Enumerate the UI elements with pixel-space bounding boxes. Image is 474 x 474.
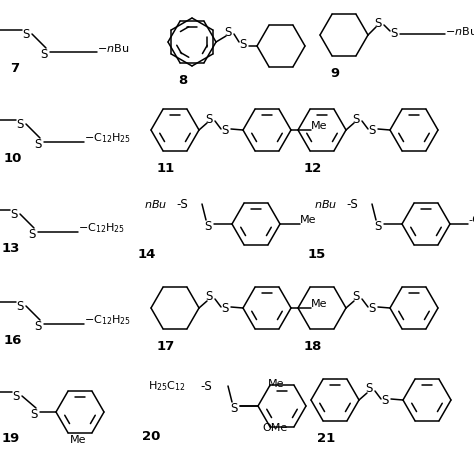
Text: S: S <box>22 28 29 41</box>
Text: S: S <box>352 112 359 126</box>
Text: S: S <box>205 291 212 303</box>
Text: $-$C$_{12}$H$_{25}$: $-$C$_{12}$H$_{25}$ <box>84 313 131 327</box>
Text: 16: 16 <box>4 334 22 346</box>
Text: S: S <box>224 26 231 38</box>
Text: 9: 9 <box>330 66 339 80</box>
Text: $-$C$_{12}$H$_{25}$: $-$C$_{12}$H$_{25}$ <box>84 131 131 145</box>
Text: 18: 18 <box>304 339 322 353</box>
Text: S: S <box>221 125 228 137</box>
Text: OMe: OMe <box>262 423 287 433</box>
Text: 14: 14 <box>138 247 156 261</box>
Text: 17: 17 <box>157 339 175 353</box>
Text: S: S <box>30 408 37 421</box>
Text: S: S <box>205 112 212 126</box>
Text: S: S <box>40 48 47 61</box>
Text: $-n$Bu: $-n$Bu <box>97 42 129 54</box>
Text: H$_{25}$C$_{12}$: H$_{25}$C$_{12}$ <box>148 379 186 393</box>
Text: S: S <box>365 383 373 395</box>
Text: Me: Me <box>311 121 328 131</box>
Text: S: S <box>16 118 23 131</box>
Text: 20: 20 <box>142 429 160 443</box>
Text: 8: 8 <box>178 73 187 86</box>
Text: S: S <box>16 300 23 313</box>
Text: S: S <box>12 390 19 403</box>
Text: -S: -S <box>346 198 358 210</box>
Text: S: S <box>221 302 228 316</box>
Text: S: S <box>28 228 36 241</box>
Text: Me: Me <box>311 299 328 309</box>
Text: $-n$Bu: $-n$Bu <box>445 25 474 37</box>
Text: 7: 7 <box>10 62 19 74</box>
Text: S: S <box>204 220 211 233</box>
Text: S: S <box>352 291 359 303</box>
Text: $-$C$_{12}$H$_{25}$: $-$C$_{12}$H$_{25}$ <box>78 221 125 235</box>
Text: S: S <box>374 17 382 29</box>
Text: S: S <box>239 37 246 51</box>
Text: 19: 19 <box>2 431 20 445</box>
Text: Me: Me <box>268 379 284 389</box>
Text: S: S <box>368 302 375 316</box>
Text: $n$Bu: $n$Bu <box>144 198 167 210</box>
Text: Me: Me <box>70 435 86 445</box>
Text: 13: 13 <box>2 241 20 255</box>
Text: 15: 15 <box>308 247 326 261</box>
Text: -S: -S <box>200 380 212 392</box>
Text: S: S <box>34 320 41 333</box>
Text: $n$Bu: $n$Bu <box>314 198 337 210</box>
Text: S: S <box>368 125 375 137</box>
Text: S: S <box>374 220 382 233</box>
Text: S: S <box>381 394 388 408</box>
Text: S: S <box>390 27 397 39</box>
Text: 10: 10 <box>4 152 22 164</box>
Text: S: S <box>34 138 41 151</box>
Text: -S: -S <box>176 198 188 210</box>
Text: -O: -O <box>468 215 474 225</box>
Text: 12: 12 <box>304 162 322 174</box>
Text: 21: 21 <box>317 431 335 445</box>
Text: S: S <box>230 402 237 415</box>
Text: 11: 11 <box>157 162 175 174</box>
Text: Me: Me <box>300 215 317 225</box>
Text: S: S <box>10 208 18 221</box>
